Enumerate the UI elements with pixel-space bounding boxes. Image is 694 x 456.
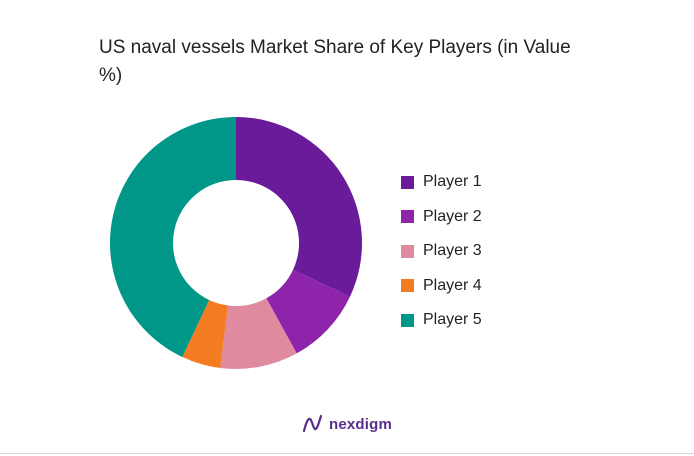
- donut-slice-5: [110, 117, 236, 358]
- legend-swatch: [401, 210, 414, 224]
- brand-name: nexdigm: [328, 415, 393, 433]
- legend-label: Player 3: [423, 242, 482, 260]
- donut-slice-1: [236, 117, 362, 297]
- legend-swatch: [401, 175, 414, 189]
- nexdigm-logo-icon: [302, 414, 323, 433]
- chart-legend: Player 1 Player 2 Player 3 Player 4 Player 5: [401, 165, 482, 338]
- chart-title: US naval vessels Market Share of Key Pla…: [99, 37, 571, 86]
- legend-item-3: Player 3: [401, 234, 482, 269]
- legend-swatch: [401, 244, 414, 258]
- donut-slice-4: [182, 300, 229, 369]
- donut-slice-2: [266, 269, 351, 354]
- legend-item-4: Player 4: [401, 269, 482, 304]
- legend-item-2: Player 2: [401, 200, 482, 235]
- brand-footer: nexdigm: [0, 414, 694, 434]
- legend-item-1: Player 1: [401, 165, 482, 200]
- legend-item-5: Player 5: [401, 303, 482, 338]
- bottom-divider: [0, 453, 694, 454]
- legend-label: Player 4: [423, 276, 482, 294]
- legend-label: Player 1: [423, 173, 482, 191]
- legend-swatch: [401, 279, 414, 293]
- legend-swatch: [401, 313, 414, 327]
- legend-label: Player 5: [423, 311, 482, 329]
- donut-slice-3: [220, 298, 297, 369]
- legend-label: Player 2: [423, 207, 482, 225]
